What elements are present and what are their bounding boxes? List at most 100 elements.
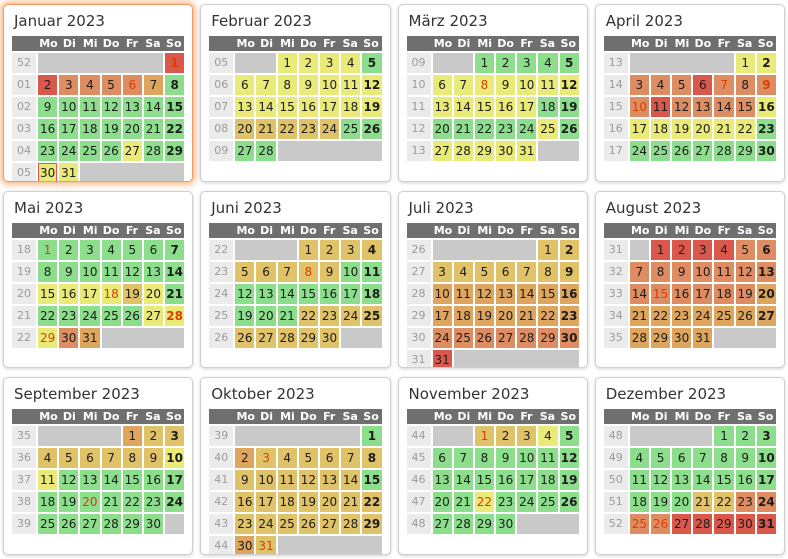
day-cell[interactable]: 13 <box>432 470 452 491</box>
day-cell[interactable]: 28 <box>277 327 297 348</box>
day-cell[interactable]: 15 <box>362 470 382 491</box>
day-cell[interactable]: 28 <box>101 514 121 535</box>
day-cell[interactable]: 11 <box>38 470 58 491</box>
day-cell[interactable]: 21 <box>101 492 121 513</box>
day-cell[interactable]: 4 <box>538 53 558 73</box>
day-cell[interactable]: 26 <box>101 141 121 161</box>
day-cell[interactable]: 13 <box>143 261 164 282</box>
day-cell[interactable]: 27 <box>143 305 164 326</box>
day-cell[interactable]: 22 <box>735 119 755 139</box>
day-cell[interactable]: 16 <box>298 97 318 117</box>
day-cell[interactable]: 26 <box>672 141 692 161</box>
day-cell[interactable]: 12 <box>559 75 579 95</box>
day-cell[interactable]: 17 <box>319 97 340 117</box>
day-cell[interactable]: 6 <box>122 75 142 95</box>
day-cell[interactable]: 28 <box>143 141 164 161</box>
day-cell[interactable]: 28 <box>165 305 185 326</box>
day-cell[interactable]: 28 <box>453 514 473 535</box>
day-cell[interactable]: 8 <box>122 448 142 469</box>
day-cell[interactable]: 24 <box>693 305 713 326</box>
day-cell[interactable]: 6 <box>80 448 100 469</box>
day-cell[interactable]: 21 <box>517 305 537 326</box>
day-cell[interactable]: 22 <box>38 305 58 326</box>
day-cell[interactable]: 19 <box>235 305 255 326</box>
day-cell[interactable]: 4 <box>277 448 297 469</box>
day-cell[interactable]: 13 <box>693 97 713 117</box>
day-cell[interactable]: 16 <box>143 470 164 491</box>
day-cell[interactable]: 17 <box>693 283 713 304</box>
day-cell[interactable]: 7 <box>453 75 473 95</box>
day-cell[interactable]: 21 <box>143 119 164 139</box>
day-cell[interactable]: 6 <box>256 261 276 282</box>
day-cell[interactable]: 2 <box>298 53 318 73</box>
day-cell[interactable]: 12 <box>122 261 142 282</box>
day-cell[interactable]: 11 <box>277 470 297 491</box>
day-cell[interactable]: 18 <box>714 283 734 304</box>
day-cell[interactable]: 8 <box>277 75 297 95</box>
day-cell[interactable]: 20 <box>672 492 692 513</box>
day-cell[interactable]: 30 <box>672 327 692 348</box>
day-cell[interactable]: 25 <box>714 305 734 326</box>
day-cell[interactable]: 25 <box>362 305 382 326</box>
day-cell[interactable]: 27 <box>756 305 776 326</box>
day-cell[interactable]: 26 <box>122 305 142 326</box>
day-cell[interactable]: 5 <box>559 53 579 73</box>
day-cell[interactable]: 25 <box>453 327 473 348</box>
day-cell[interactable]: 2 <box>756 53 776 73</box>
day-cell[interactable]: 2 <box>672 239 692 260</box>
day-cell[interactable]: 7 <box>453 448 473 469</box>
day-cell[interactable]: 26 <box>362 119 382 139</box>
day-cell[interactable]: 11 <box>101 261 121 282</box>
day-cell[interactable]: 1 <box>362 426 382 447</box>
day-cell[interactable]: 27 <box>432 141 452 161</box>
day-cell[interactable]: 30 <box>756 141 776 161</box>
day-cell[interactable]: 18 <box>629 492 649 513</box>
day-cell[interactable]: 23 <box>319 305 340 326</box>
day-cell[interactable]: 16 <box>496 470 516 491</box>
day-cell[interactable]: 10 <box>517 75 537 95</box>
day-cell[interactable]: 14 <box>143 97 164 117</box>
day-cell[interactable]: 7 <box>256 75 276 95</box>
day-cell[interactable]: 18 <box>341 97 361 117</box>
day-cell[interactable]: 4 <box>341 53 361 73</box>
day-cell[interactable]: 18 <box>38 492 58 513</box>
day-cell[interactable]: 12 <box>650 470 671 491</box>
day-cell[interactable]: 20 <box>432 492 452 513</box>
day-cell[interactable]: 9 <box>298 75 318 95</box>
day-cell[interactable]: 9 <box>496 448 516 469</box>
day-cell[interactable]: 30 <box>559 327 579 348</box>
day-cell[interactable]: 16 <box>59 283 79 304</box>
day-cell[interactable]: 20 <box>319 492 340 513</box>
day-cell[interactable]: 29 <box>474 141 495 161</box>
day-cell[interactable]: 15 <box>474 470 495 491</box>
day-cell[interactable]: 29 <box>650 327 671 348</box>
day-cell[interactable]: 13 <box>756 261 776 282</box>
day-cell[interactable]: 13 <box>122 97 142 117</box>
day-cell[interactable]: 18 <box>538 97 558 117</box>
day-cell[interactable]: 19 <box>59 492 79 513</box>
day-cell[interactable]: 20 <box>756 283 776 304</box>
day-cell[interactable]: 8 <box>714 448 734 469</box>
day-cell[interactable]: 13 <box>319 470 340 491</box>
day-cell[interactable]: 9 <box>319 261 340 282</box>
day-cell[interactable]: 21 <box>453 119 473 139</box>
day-cell[interactable]: 11 <box>362 261 382 282</box>
day-cell[interactable]: 27 <box>432 514 452 535</box>
day-cell[interactable]: 16 <box>38 119 58 139</box>
day-cell[interactable]: 14 <box>517 283 537 304</box>
day-cell[interactable]: 18 <box>453 305 473 326</box>
day-cell[interactable]: 25 <box>538 119 558 139</box>
day-cell[interactable]: 24 <box>629 141 649 161</box>
day-cell[interactable]: 27 <box>693 141 713 161</box>
day-cell[interactable]: 10 <box>341 261 361 282</box>
day-cell[interactable]: 23 <box>559 305 579 326</box>
day-cell[interactable]: 3 <box>693 239 713 260</box>
day-cell[interactable]: 14 <box>101 470 121 491</box>
day-cell[interactable]: 20 <box>496 305 516 326</box>
day-cell[interactable]: 10 <box>629 97 649 117</box>
day-cell[interactable]: 30 <box>319 327 340 348</box>
day-cell[interactable]: 11 <box>538 448 558 469</box>
day-cell[interactable]: 27 <box>319 514 340 535</box>
day-cell[interactable]: 8 <box>474 75 495 95</box>
day-cell[interactable]: 13 <box>496 283 516 304</box>
